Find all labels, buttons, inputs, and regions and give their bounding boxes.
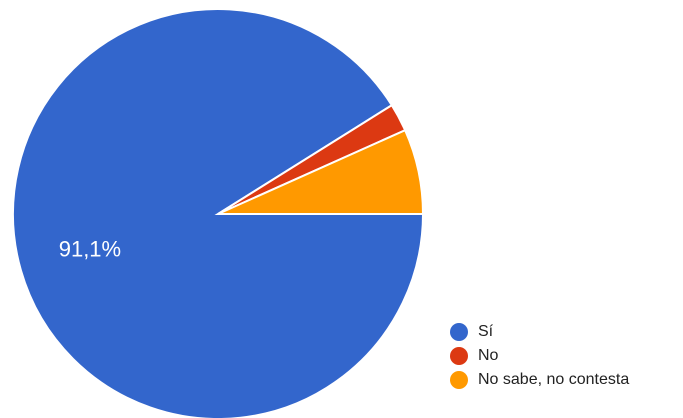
pie-label-si: 91,1%: [59, 237, 121, 262]
legend-swatch-si: [450, 323, 468, 341]
legend-swatch-no-sabe: [450, 371, 468, 389]
legend-label-no-sabe: No sabe, no contesta: [478, 371, 630, 388]
pie-slice-no-sabe-no-contesta[interactable]: [217, 128, 425, 215]
legend-label-si: Sí: [478, 323, 494, 340]
legend-swatch-no: [450, 347, 468, 365]
legend-item-si[interactable]: Sí: [450, 320, 629, 344]
legend-item-no[interactable]: No: [450, 344, 629, 368]
legend-label-no: No: [478, 347, 499, 364]
legend-item-no-sabe[interactable]: No sabe, no contesta: [450, 368, 629, 392]
legend: Sí No No sabe, no contesta: [450, 320, 629, 392]
